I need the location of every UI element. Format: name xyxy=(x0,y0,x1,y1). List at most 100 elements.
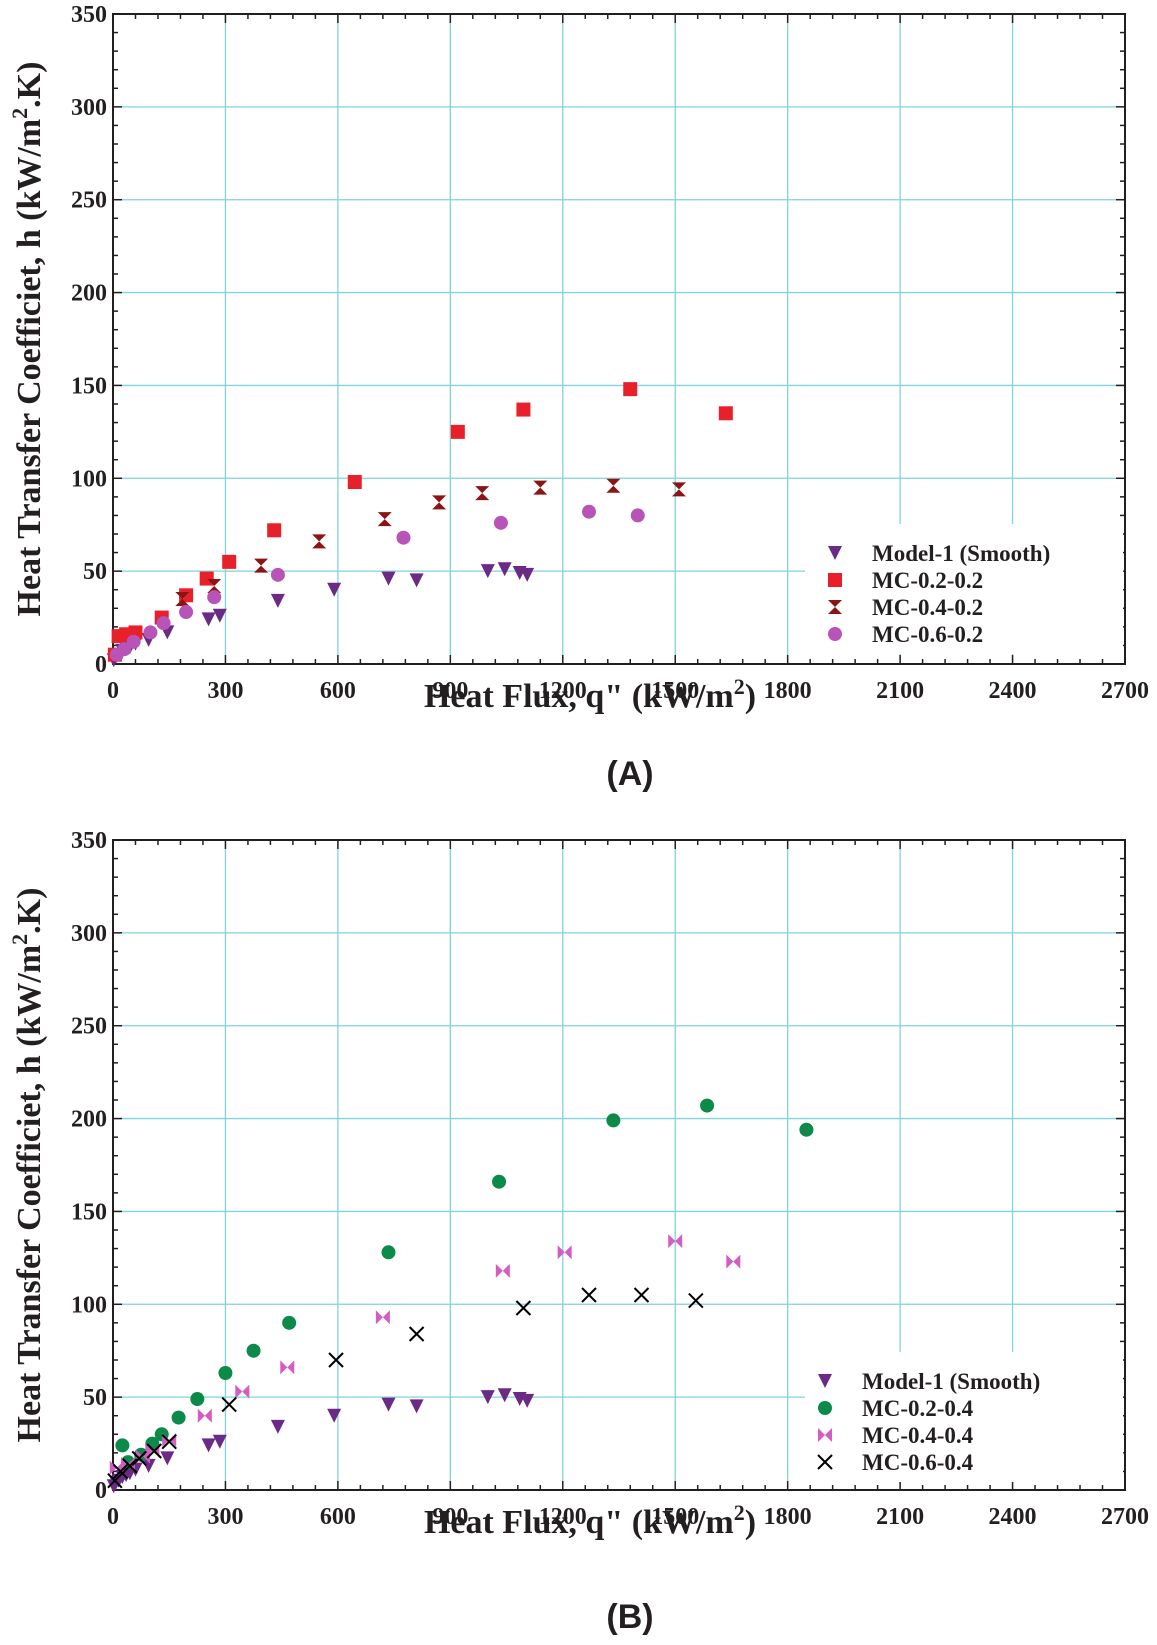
legend-symbol xyxy=(828,573,842,587)
data-point xyxy=(432,495,447,510)
legend-entry: MC-0.2-0.2 xyxy=(872,568,983,593)
legend: Model-1 (Smooth) MC-0.2-0.4 MC-0.4-0.4 M… xyxy=(805,1352,1123,1482)
data-point xyxy=(493,515,508,530)
data-point xyxy=(606,478,621,493)
x-tick-label: 1800 xyxy=(764,678,812,704)
x-tick-label: 0 xyxy=(107,678,119,704)
data-point xyxy=(207,590,222,605)
data-point xyxy=(581,1287,597,1303)
y-tick-label: 100 xyxy=(71,466,107,492)
data-point xyxy=(557,1245,572,1260)
data-point xyxy=(450,424,465,439)
x-tick-label: 0 xyxy=(107,1504,119,1530)
legend-entry: MC-0.4-0.4 xyxy=(862,1423,974,1448)
y-tick-label: 250 xyxy=(71,1014,107,1040)
data-point xyxy=(161,1434,177,1450)
data-point xyxy=(606,1113,621,1128)
data-point xyxy=(327,582,342,597)
data-point xyxy=(199,571,214,586)
x-tick-label: 300 xyxy=(207,1504,243,1530)
data-point xyxy=(201,612,216,627)
data-point xyxy=(141,1458,156,1473)
data-point xyxy=(480,1390,495,1405)
x-tick-label: 300 xyxy=(207,678,243,704)
data-point xyxy=(171,1410,186,1425)
data-point xyxy=(270,593,285,608)
legend-entry: Model-1 (Smooth) xyxy=(872,541,1050,566)
data-point xyxy=(222,554,237,569)
data-point xyxy=(327,1408,342,1423)
data-point xyxy=(381,1245,396,1260)
x-tick-label: 1200 xyxy=(539,678,587,704)
data-point xyxy=(282,1315,297,1330)
data-point xyxy=(347,475,362,489)
data-point xyxy=(218,1366,233,1380)
data-point xyxy=(688,1292,704,1309)
chart-panel-a: 0 300 600 900 1200 1500 1800 2100 2400 2… xyxy=(7,2,1149,793)
y-tick-label: 350 xyxy=(71,2,107,28)
plot-frame xyxy=(112,839,1126,1491)
data-point xyxy=(162,1432,177,1447)
data-point xyxy=(375,1310,390,1325)
data-point xyxy=(630,508,645,523)
data-point xyxy=(726,1254,741,1269)
legend-entry: MC-0.2-0.4 xyxy=(862,1396,974,1421)
data-point xyxy=(396,530,411,545)
data-point xyxy=(179,588,194,603)
data-point xyxy=(107,1473,123,1489)
data-point xyxy=(623,382,638,397)
data-point xyxy=(156,616,171,631)
legend-entry: Model-1 (Smooth) xyxy=(862,1369,1040,1394)
data-point xyxy=(381,571,396,586)
y-tick-label: 300 xyxy=(71,921,107,947)
y-tick-label: 350 xyxy=(71,828,107,854)
data-point xyxy=(492,1174,507,1189)
data-point xyxy=(179,605,194,619)
data-point xyxy=(799,1122,814,1137)
legend-entry: MC-0.6-0.4 xyxy=(862,1450,974,1475)
x-tick-label: 900 xyxy=(432,678,468,704)
y-tick-labels: 0 50 100 150 200 250 300 350 xyxy=(71,2,107,678)
legend-symbol xyxy=(828,546,842,560)
legend: Model-1 (Smooth) MC-0.2-0.2 MC-0.4-0.2 M… xyxy=(805,524,1123,654)
data-point xyxy=(267,523,282,538)
data-point xyxy=(235,1384,250,1399)
series-mc-0-2-0-4 xyxy=(115,1098,814,1470)
x-tick-label: 900 xyxy=(432,1504,468,1530)
data-point xyxy=(190,1392,205,1406)
data-point xyxy=(377,512,392,527)
x-tick-label: 2400 xyxy=(989,1504,1037,1530)
data-point xyxy=(328,1352,344,1368)
data-point xyxy=(175,592,190,606)
x-tick-label: 600 xyxy=(320,678,356,704)
y-tick-label: 200 xyxy=(71,1107,107,1133)
series-mc-0-6-0-2 xyxy=(109,504,645,662)
y-tick-labels: 0 50 100 150 200 250 300 350 xyxy=(71,828,107,1504)
data-point xyxy=(700,1098,715,1113)
data-point xyxy=(381,1397,396,1412)
x-tick-label: 2400 xyxy=(989,678,1037,704)
data-point xyxy=(201,1438,216,1453)
data-point xyxy=(212,608,227,623)
x-tick-label: 1500 xyxy=(651,678,699,704)
data-point xyxy=(117,642,132,657)
data-point xyxy=(409,1399,424,1414)
data-point xyxy=(112,1463,129,1480)
data-point xyxy=(582,504,597,519)
data-point xyxy=(495,1263,510,1278)
series-mc-0-6-0-4 xyxy=(107,1287,704,1489)
y-tick-label: 100 xyxy=(71,1292,107,1318)
data-point xyxy=(131,1450,147,1467)
legend-symbol xyxy=(818,1374,832,1388)
y-tick-label: 50 xyxy=(83,559,107,585)
legend-box xyxy=(805,1352,1123,1482)
data-point xyxy=(633,1287,650,1303)
data-point xyxy=(246,1343,261,1358)
legend-symbol xyxy=(817,1454,833,1470)
legend-symbol xyxy=(828,600,842,614)
data-point xyxy=(497,562,512,577)
data-point xyxy=(143,625,158,640)
x-axis-label: Heat Flux, q" (kW/m2) xyxy=(424,1500,756,1541)
data-point xyxy=(497,1388,512,1403)
